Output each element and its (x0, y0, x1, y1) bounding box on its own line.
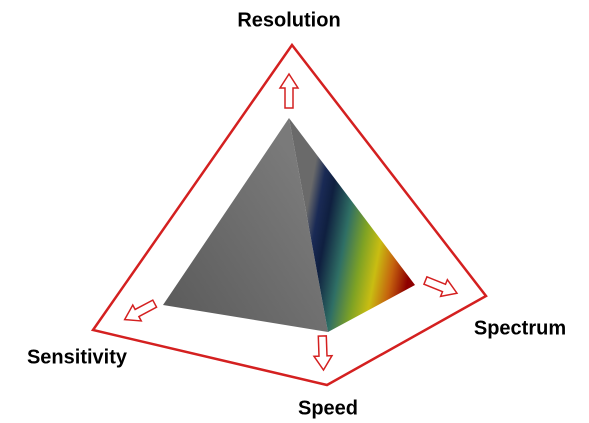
arrow-left (123, 299, 158, 322)
arrow-up (278, 72, 300, 109)
label-spectrum: Spectrum (474, 317, 566, 339)
arrow-down (312, 335, 334, 372)
arrows (123, 72, 459, 372)
label-resolution: Resolution (237, 9, 340, 31)
frame (90, 42, 488, 387)
arrow-right (422, 275, 459, 298)
label-sensitivity: Sensitivity (27, 346, 128, 368)
label-speed: Speed (298, 397, 358, 419)
pyramid-right-face (289, 118, 415, 332)
pyramid-left-face (163, 118, 328, 332)
